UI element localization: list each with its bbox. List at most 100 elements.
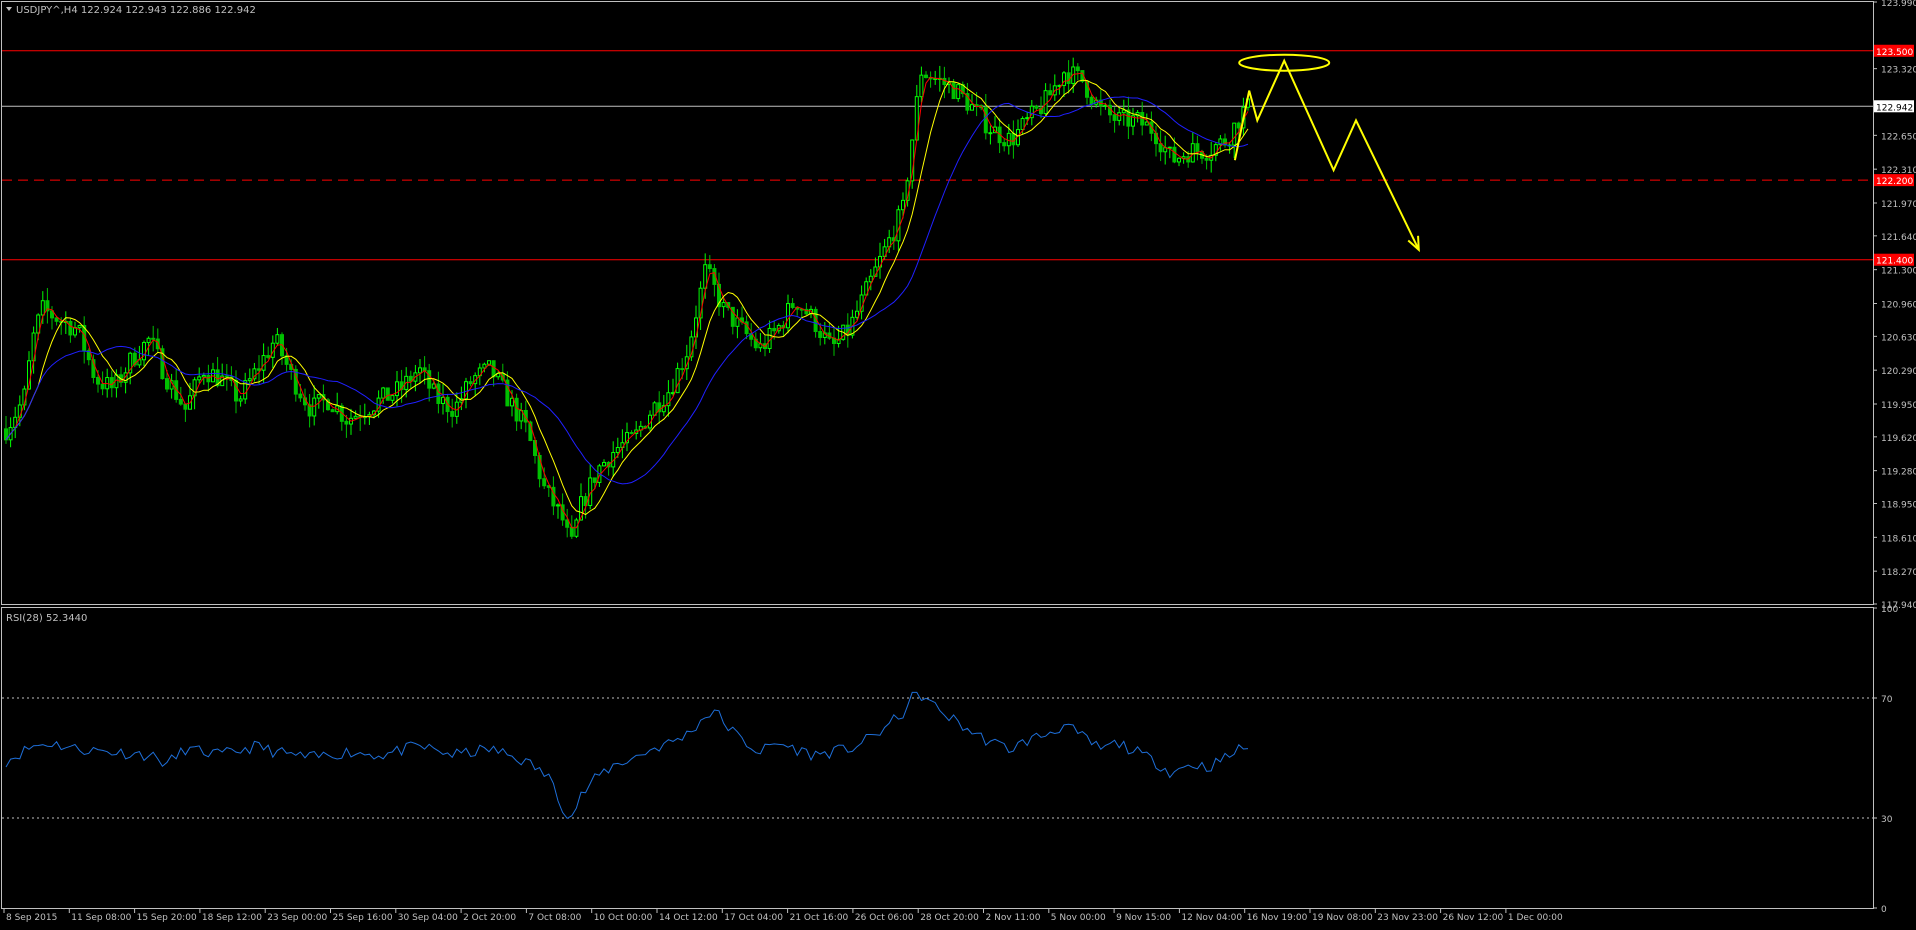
candle-body xyxy=(680,368,685,371)
candle-body xyxy=(307,404,312,417)
price-tick-label: 120.290 xyxy=(1881,367,1916,377)
candle-body xyxy=(615,447,620,454)
time-tick-label: 14 Oct 12:00 xyxy=(659,913,718,923)
candle-body xyxy=(266,355,271,358)
time-tick-label: 21 Oct 16:00 xyxy=(790,913,849,923)
candle-body xyxy=(744,321,749,335)
time-tick-label: 17 Oct 04:00 xyxy=(724,913,783,923)
candle-body xyxy=(36,314,41,334)
candle-body xyxy=(441,396,445,404)
time-tick-label: 15 Sep 20:00 xyxy=(137,913,197,923)
price-tick-label: 122.650 xyxy=(1881,132,1916,142)
candle-body xyxy=(261,355,266,371)
candle-body xyxy=(1213,144,1218,156)
rsi-line xyxy=(5,691,1249,820)
candle-body xyxy=(96,376,100,385)
price-tick-label: 121.300 xyxy=(1881,267,1916,277)
candle-body xyxy=(988,132,993,135)
candle-body xyxy=(951,82,956,100)
main-pane-frame xyxy=(1,1,1874,605)
price-tag-label: 122.200 xyxy=(1876,177,1913,187)
candle-body xyxy=(579,496,583,521)
time-tick-label: 26 Nov 12:00 xyxy=(1443,913,1504,923)
time-tick-label: 11 Sep 08:00 xyxy=(71,913,131,923)
candle-body xyxy=(142,342,146,361)
candle-body xyxy=(1048,90,1053,96)
candle-body xyxy=(1062,72,1066,86)
candle-body xyxy=(818,331,823,338)
candle-body xyxy=(1034,105,1039,109)
candle-body xyxy=(353,415,358,419)
candle-body xyxy=(284,355,289,365)
candle-body xyxy=(390,395,395,401)
candle-body xyxy=(109,377,114,389)
time-tick-label: 16 Nov 19:00 xyxy=(1247,913,1308,923)
candle-body xyxy=(100,383,105,390)
price-tick-label: 121.970 xyxy=(1881,200,1916,210)
rsi-tick-label: 0 xyxy=(1881,905,1887,915)
candle-body xyxy=(1131,115,1135,127)
rsi-tick-label: 70 xyxy=(1881,695,1893,705)
candle-body xyxy=(565,519,570,528)
price-tick-label: 123.320 xyxy=(1881,66,1916,76)
candle-body xyxy=(427,370,432,389)
candle-body xyxy=(924,74,928,78)
price-tag xyxy=(1874,44,1914,57)
candle-body xyxy=(569,526,574,537)
price-tag-label: 123.500 xyxy=(1876,48,1913,58)
rsi-header: RSI(28) 52.3440 xyxy=(6,613,87,624)
candle-body xyxy=(1089,96,1094,105)
candle-body xyxy=(431,383,436,389)
projection-path xyxy=(1233,58,1420,251)
candle-body xyxy=(155,338,160,350)
candle-body xyxy=(86,350,91,361)
candle-body xyxy=(717,283,721,308)
candle-body xyxy=(592,477,597,483)
candle-body xyxy=(1085,80,1089,98)
candle-body xyxy=(197,376,202,381)
time-tick-label: 9 Nov 15:00 xyxy=(1116,913,1171,923)
candle-body xyxy=(68,320,73,336)
candle-body xyxy=(602,461,606,467)
candle-body xyxy=(698,287,703,319)
time-tick-label: 23 Nov 23:00 xyxy=(1377,913,1438,923)
candle-body xyxy=(344,420,349,425)
candle-body xyxy=(1121,109,1126,114)
target-ellipse xyxy=(1238,53,1331,72)
ma-line-slow xyxy=(5,96,1249,485)
candle-body xyxy=(298,393,303,399)
time-tick-label: 19 Nov 08:00 xyxy=(1312,913,1373,923)
time-tick-label: 23 Sep 00:00 xyxy=(267,913,327,923)
candle-body xyxy=(730,306,735,327)
candle-body xyxy=(40,300,45,316)
candle-body xyxy=(993,126,997,134)
candle-body xyxy=(804,308,809,315)
candle-body xyxy=(514,397,519,422)
price-tick-label: 120.630 xyxy=(1881,333,1916,343)
rsi-pane-frame xyxy=(1,607,1874,909)
candle-body xyxy=(468,381,473,385)
candle-body xyxy=(1172,146,1177,163)
candle-body xyxy=(523,409,528,423)
time-tick-label: 1 Dec 00:00 xyxy=(1508,913,1563,923)
candle-body xyxy=(556,504,560,507)
candle-body xyxy=(1144,121,1149,126)
candle-body xyxy=(247,378,252,382)
candle-body xyxy=(1167,146,1172,149)
projection-arrowhead xyxy=(1407,235,1420,253)
candle-body xyxy=(1117,112,1122,121)
candle-body xyxy=(919,74,924,98)
candle-body xyxy=(330,409,335,413)
candle-body xyxy=(1236,122,1241,129)
candle-body xyxy=(1204,157,1209,161)
candle-body xyxy=(312,397,317,417)
time-tick-label: 28 Oct 20:00 xyxy=(920,913,979,923)
candle-body xyxy=(178,398,183,405)
rsi-tick-label: 100 xyxy=(1881,605,1898,615)
candle-body xyxy=(510,397,514,407)
price-tick-label: 118.270 xyxy=(1881,568,1916,578)
symbol-dropdown-icon[interactable] xyxy=(6,7,12,11)
price-tick-label: 119.280 xyxy=(1881,468,1916,478)
